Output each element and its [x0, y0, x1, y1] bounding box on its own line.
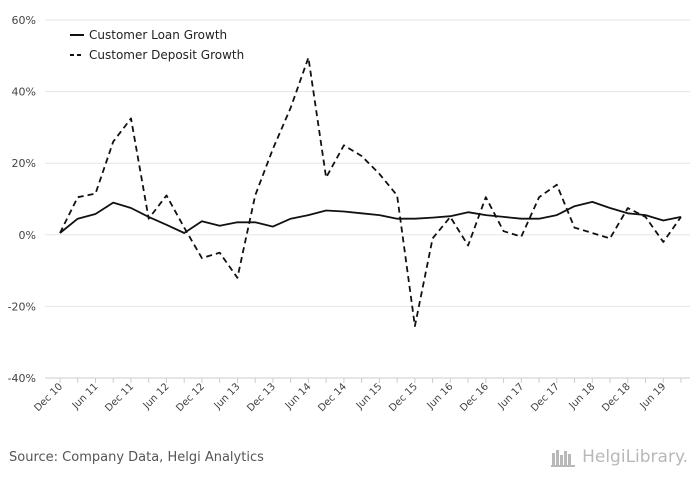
legend-label-customer-deposit-growth: Customer Deposit Growth: [89, 48, 244, 62]
y-tick-label: 60%: [12, 14, 36, 27]
x-tick-label: Dec 12: [174, 381, 207, 414]
x-tick-label: Jun 11: [70, 381, 101, 412]
y-tick-label: 0%: [19, 229, 36, 242]
gridlines: [45, 19, 690, 379]
x-tick-label: Dec 14: [316, 381, 349, 414]
x-tick-label: Dec 11: [103, 381, 136, 414]
series-lines: [59, 56, 682, 328]
x-tick-label: Dec 17: [529, 381, 562, 414]
series-line-customer-deposit-growth: [59, 56, 682, 328]
y-tick-label: -40%: [8, 372, 36, 385]
y-tick-label: 40%: [12, 86, 36, 99]
x-tick-label: Dec 13: [245, 381, 278, 414]
y-tick-label: -20%: [8, 300, 36, 313]
logo-text: HelgiLibrary.: [582, 447, 688, 467]
x-tick-label: Jun 17: [496, 381, 527, 412]
library-icon: [551, 450, 576, 467]
x-tick-label: Jun 16: [425, 381, 456, 412]
x-tick-label: Jun 15: [354, 381, 385, 412]
x-axis: Dec 10 Jun 11 Dec 11 Jun 12 Dec 12 Jun 13 Dec …: [32, 377, 690, 414]
series-line-customer-loan-growth: [59, 200, 682, 234]
source-note: Source: Company Data, Helgi Analytics: [9, 450, 264, 465]
x-tick-label: Jun 19: [638, 381, 669, 412]
y-tick-label: 20%: [12, 157, 36, 170]
x-tick-label: Dec 15: [387, 381, 420, 414]
y-axis-tick-labels: -40% -20% 0% 20% 40% 60%: [8, 14, 36, 385]
x-tick-label: Jun 13: [212, 381, 243, 412]
x-tick-label: Jun 14: [283, 381, 314, 412]
helgi-library-logo: HelgiLibrary.: [551, 447, 688, 467]
legend: Customer Loan Growth Customer Deposit Gro…: [70, 28, 244, 62]
x-tick-label: Jun 12: [141, 381, 172, 412]
x-tick-label: Jun 18: [567, 381, 598, 412]
x-tick-label: Dec 16: [458, 381, 491, 414]
x-tick-label: Dec 10: [32, 381, 65, 414]
x-tick-label: Dec 18: [600, 381, 633, 414]
legend-label-customer-loan-growth: Customer Loan Growth: [89, 28, 227, 42]
